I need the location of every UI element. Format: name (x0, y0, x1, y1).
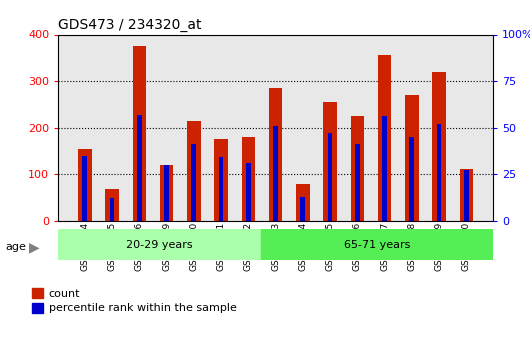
Text: 65-71 years: 65-71 years (344, 240, 410, 250)
Bar (460, 169, 473, 221)
Bar (164, 165, 169, 221)
Bar (160, 165, 173, 221)
Text: age: age (5, 242, 26, 252)
Legend: count, percentile rank within the sample: count, percentile rank within the sample (32, 288, 236, 313)
Bar (137, 115, 142, 221)
Bar (355, 145, 360, 221)
Bar (328, 133, 332, 221)
Bar (410, 137, 414, 221)
Bar (405, 95, 419, 221)
Text: GDS473 / 234320_at: GDS473 / 234320_at (58, 18, 202, 32)
Bar (301, 197, 305, 221)
Bar (214, 139, 228, 221)
Bar (246, 163, 251, 221)
Bar (273, 126, 278, 221)
Bar (219, 157, 224, 221)
Bar (261, 229, 493, 260)
Bar (350, 116, 364, 221)
Bar (58, 229, 261, 260)
Bar (242, 137, 255, 221)
Bar (464, 170, 469, 221)
Bar (382, 117, 387, 221)
Bar (296, 184, 310, 221)
Bar (432, 72, 446, 221)
Bar (437, 124, 441, 221)
Bar (191, 145, 196, 221)
Bar (132, 46, 146, 221)
Text: ▶: ▶ (29, 241, 40, 255)
Bar (110, 198, 114, 221)
Bar (105, 189, 119, 221)
Bar (323, 102, 337, 221)
Bar (378, 56, 391, 221)
Text: 20-29 years: 20-29 years (126, 240, 193, 250)
Bar (187, 121, 201, 221)
Bar (83, 156, 87, 221)
Bar (78, 149, 92, 221)
Bar (269, 88, 282, 221)
